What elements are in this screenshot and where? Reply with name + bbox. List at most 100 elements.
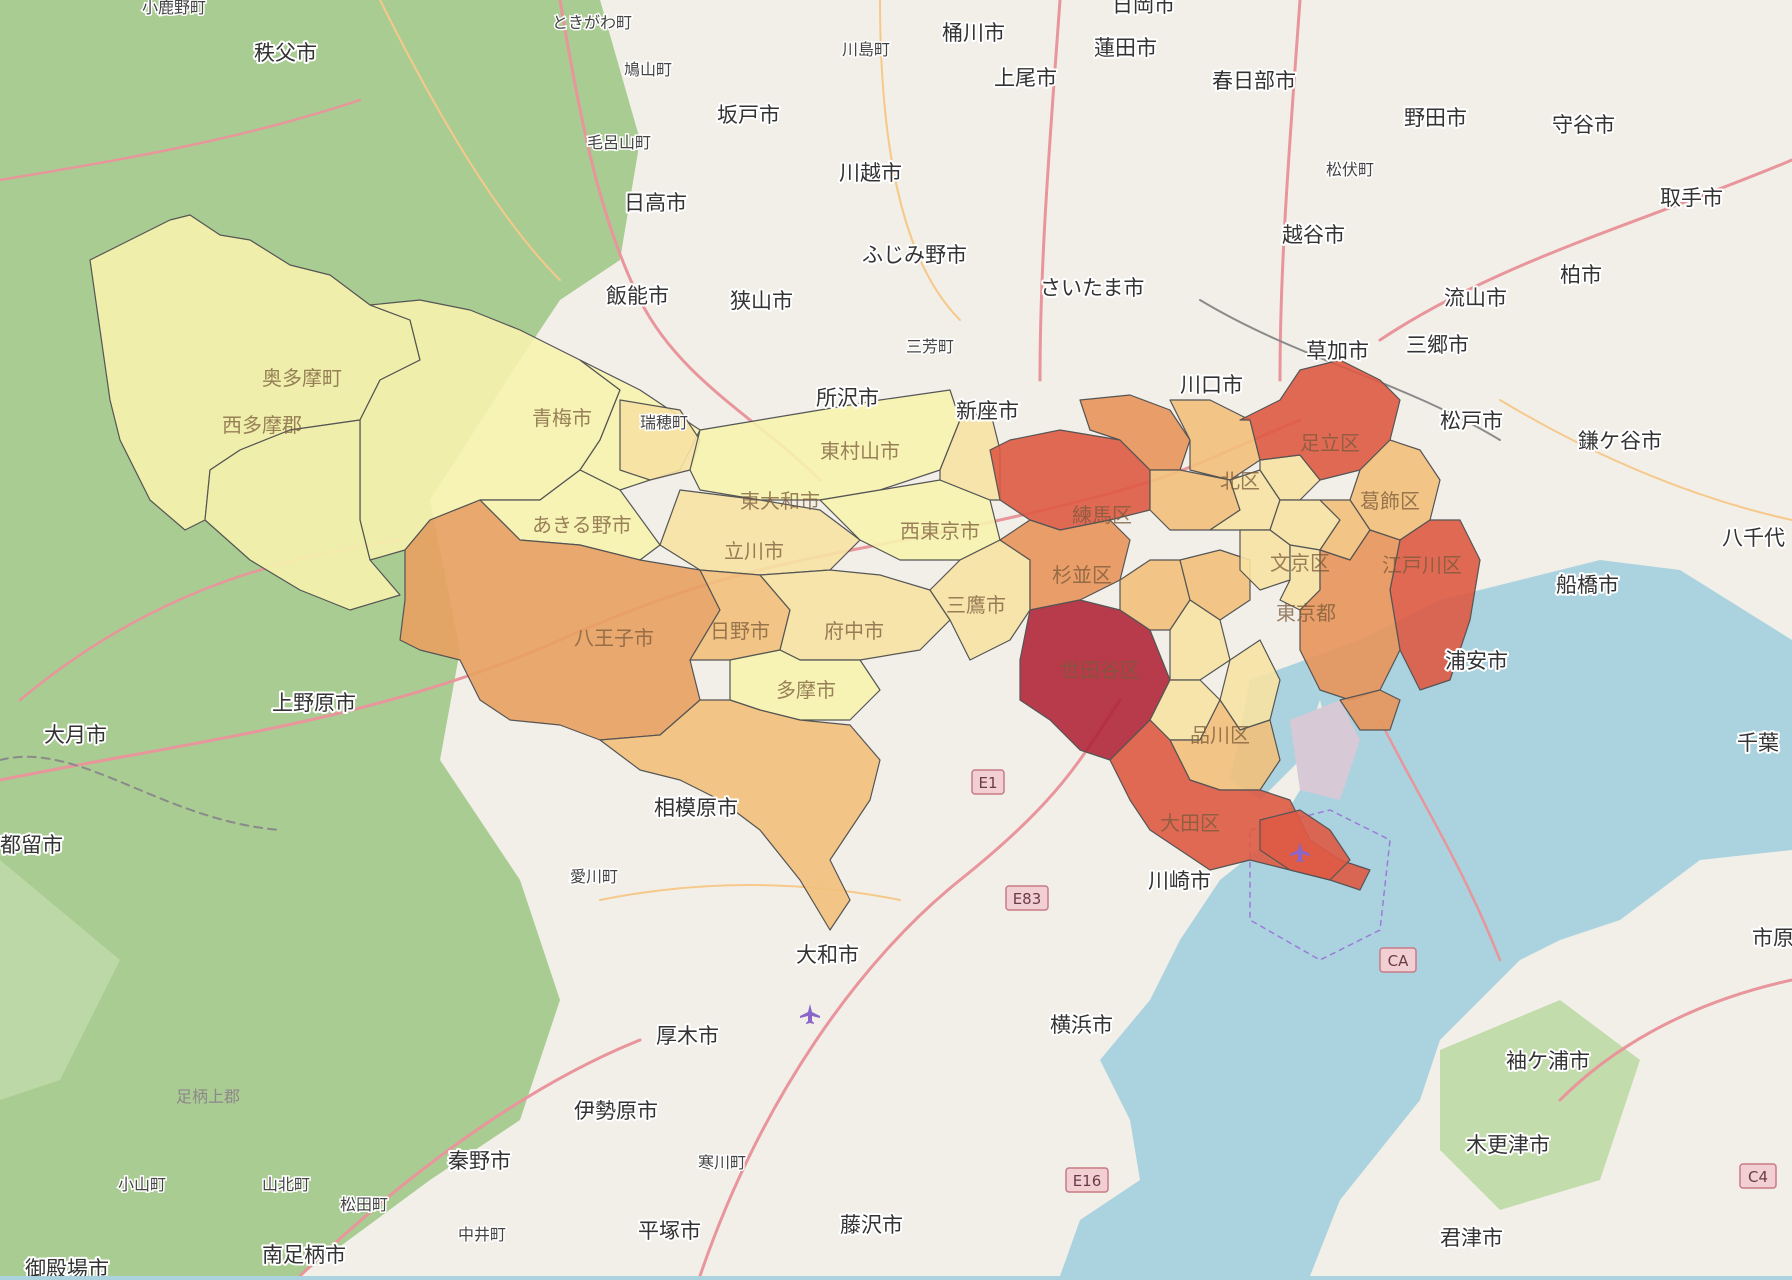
road-shield: E1 bbox=[971, 769, 1005, 795]
district-label: 杉並区 bbox=[1052, 563, 1112, 587]
city-label: 川越市 bbox=[839, 161, 902, 185]
forest-area bbox=[0, 860, 120, 1100]
city-label: 所沢市 bbox=[816, 386, 879, 410]
tokyo-bay bbox=[1060, 560, 1792, 1276]
port-area bbox=[1290, 700, 1360, 800]
district-label: 西多摩郡 bbox=[222, 413, 302, 437]
city-label: 三郷市 bbox=[1406, 333, 1469, 357]
city-label: 小鹿野町 bbox=[142, 0, 206, 17]
city-label: 小山町 bbox=[118, 1175, 166, 1194]
city-label: 桶川市 bbox=[942, 21, 1005, 45]
city-label: 新座市 bbox=[956, 399, 1019, 423]
city-label: 御殿場市 bbox=[25, 1257, 109, 1276]
city-label: 野田市 bbox=[1404, 106, 1467, 130]
city-label: 春日部市 bbox=[1212, 69, 1296, 93]
district-label: 世田谷区 bbox=[1060, 658, 1140, 682]
choropleth-layer bbox=[89, 214, 1481, 931]
city-label: 松戸市 bbox=[1440, 409, 1503, 433]
airport-icon bbox=[1290, 842, 1310, 862]
city-label: 日岡市 bbox=[1112, 0, 1175, 17]
city-label: 松田町 bbox=[340, 1195, 388, 1214]
city-label: 都留市 bbox=[0, 833, 63, 857]
city-label: 愛川町 bbox=[570, 867, 618, 886]
district-label: 東大和市 bbox=[740, 489, 820, 513]
city-label: 松伏町 bbox=[1326, 160, 1374, 179]
district-label: 日野市 bbox=[710, 619, 770, 643]
city-label: 伊勢原市 bbox=[574, 1099, 658, 1123]
city-label: 鎌ケ谷市 bbox=[1578, 429, 1662, 453]
region-haneda[interactable] bbox=[1259, 809, 1351, 881]
city-label: 横浜市 bbox=[1050, 1013, 1113, 1037]
city-label: 南足柄市 bbox=[262, 1243, 346, 1267]
district-label: 足立区 bbox=[1300, 431, 1360, 455]
city-label: 狭山市 bbox=[730, 289, 793, 313]
region-suginami[interactable] bbox=[999, 519, 1131, 611]
city-label: 厚木市 bbox=[656, 1024, 719, 1048]
city-label: 川口市 bbox=[1180, 373, 1243, 397]
city-label: 市原 bbox=[1752, 926, 1792, 950]
city-label: 山北町 bbox=[262, 1175, 310, 1194]
district-label: 八王子市 bbox=[574, 626, 654, 650]
city-label: 中井町 bbox=[458, 1225, 506, 1244]
city-label: 袖ケ浦市 bbox=[1506, 1049, 1590, 1073]
svg-text:E16: E16 bbox=[1073, 1172, 1102, 1190]
district-label: 文京区 bbox=[1270, 551, 1330, 575]
region-nishitokyo[interactable] bbox=[939, 409, 1001, 501]
city-label: 毛呂山町 bbox=[587, 133, 651, 152]
district-labels: 奥多摩町 西多摩郡 青梅市 瑞穂町 東村山市 東大和市 あきる野市 立川市 西東… bbox=[222, 366, 1462, 835]
city-label: 守谷市 bbox=[1552, 113, 1615, 137]
svg-text:E83: E83 bbox=[1013, 890, 1042, 908]
city-label: 日高市 bbox=[624, 191, 687, 215]
region-koto-bay[interactable] bbox=[1339, 689, 1401, 731]
city-label: 秩父市 bbox=[254, 41, 317, 65]
road-shield: CA bbox=[1379, 947, 1417, 973]
svg-text:C4: C4 bbox=[1748, 1168, 1768, 1186]
city-label: 大月市 bbox=[44, 723, 107, 747]
district-label: 葛飾区 bbox=[1360, 489, 1420, 513]
city-label: 木更津市 bbox=[1466, 1133, 1550, 1157]
road-shield: C4 bbox=[1739, 1163, 1777, 1189]
svg-text:E1: E1 bbox=[978, 774, 997, 792]
city-label: 相模原市 bbox=[654, 796, 738, 820]
city-label: 船橋市 bbox=[1556, 573, 1619, 597]
city-label: 上野原市 bbox=[272, 691, 356, 715]
district-label: 東京都 bbox=[1276, 601, 1336, 625]
district-label: 東村山市 bbox=[820, 439, 900, 463]
city-label: ふじみ野市 bbox=[862, 243, 967, 267]
svg-text:CA: CA bbox=[1388, 952, 1409, 970]
city-label: 流山市 bbox=[1444, 286, 1507, 310]
district-label: 練馬区 bbox=[1072, 503, 1132, 527]
road-shield: E83 bbox=[1005, 885, 1049, 911]
city-label: 越谷市 bbox=[1282, 223, 1345, 247]
city-label: 藤沢市 bbox=[840, 1213, 903, 1237]
road-shields: E1 E83 CA E16 C4 bbox=[971, 769, 1777, 1193]
region-kita[interactable] bbox=[1169, 399, 1261, 481]
city-label: 飯能市 bbox=[606, 284, 669, 308]
city-label: 三芳町 bbox=[906, 337, 954, 356]
district-label: 大田区 bbox=[1160, 811, 1220, 835]
district-label: 府中市 bbox=[824, 619, 884, 643]
city-label: 平塚市 bbox=[638, 1219, 701, 1243]
city-label: 川崎市 bbox=[1148, 869, 1211, 893]
city-label: 千葉 bbox=[1737, 731, 1779, 755]
city-label: さいたま市 bbox=[1040, 276, 1144, 300]
road-shield: E16 bbox=[1065, 1167, 1109, 1193]
city-label: 浦安市 bbox=[1445, 649, 1508, 673]
region-fuchu[interactable] bbox=[759, 569, 951, 661]
region-mid-west[interactable] bbox=[204, 419, 401, 611]
district-label: 多摩市 bbox=[776, 678, 836, 702]
city-label: 寒川町 bbox=[698, 1153, 746, 1172]
district-label: 青梅市 bbox=[532, 406, 592, 430]
city-label: 秦野市 bbox=[448, 1149, 511, 1173]
city-label: 取手市 bbox=[1660, 186, 1723, 210]
district-label: 西東京市 bbox=[900, 519, 980, 543]
city-label: 八千代 bbox=[1722, 526, 1785, 550]
city-label: 上尾市 bbox=[994, 66, 1057, 90]
airport-outline bbox=[1249, 809, 1391, 961]
district-label: 瑞穂町 bbox=[640, 413, 688, 432]
region-machida-south[interactable] bbox=[599, 699, 881, 931]
district-label: 立川市 bbox=[724, 539, 784, 563]
city-label: 大和市 bbox=[796, 943, 859, 967]
